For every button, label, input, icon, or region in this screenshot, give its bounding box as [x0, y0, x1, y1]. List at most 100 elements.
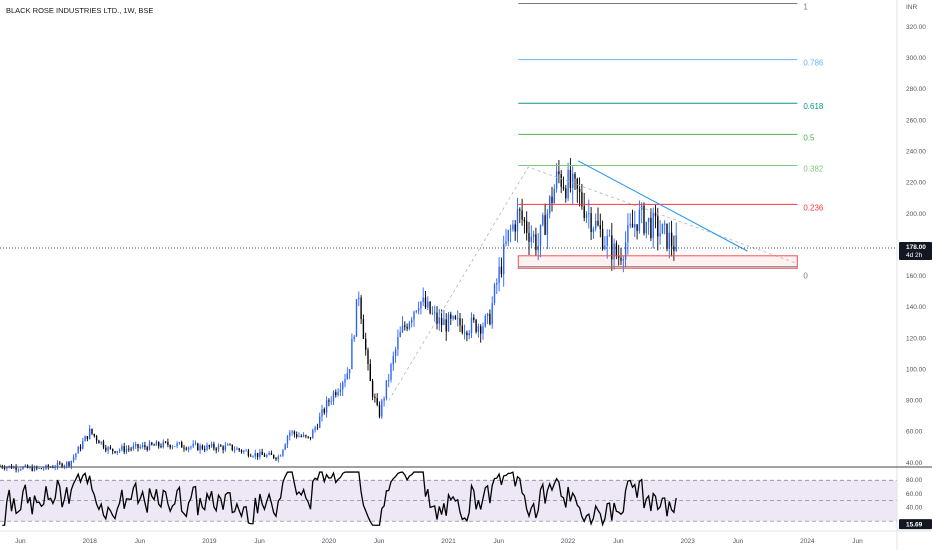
- candle[interactable]: [335, 389, 337, 398]
- candle[interactable]: [440, 309, 443, 333]
- candle[interactable]: [155, 440, 158, 446]
- candle[interactable]: [300, 434, 302, 438]
- candle[interactable]: [293, 430, 296, 438]
- candle[interactable]: [365, 332, 367, 356]
- candle[interactable]: [15, 464, 17, 473]
- candle[interactable]: [445, 313, 447, 341]
- candle[interactable]: [199, 443, 201, 454]
- candle[interactable]: [567, 162, 569, 202]
- candle[interactable]: [169, 444, 171, 450]
- candle[interactable]: [457, 310, 459, 327]
- candle[interactable]: [36, 465, 38, 471]
- candle[interactable]: [526, 211, 528, 241]
- candle[interactable]: [10, 463, 13, 469]
- candle[interactable]: [530, 225, 532, 248]
- candle[interactable]: [91, 428, 93, 436]
- candle[interactable]: [484, 313, 486, 328]
- candle[interactable]: [629, 213, 631, 229]
- candle[interactable]: [551, 186, 553, 212]
- candle[interactable]: [118, 448, 121, 454]
- candle[interactable]: [33, 465, 36, 472]
- support-box[interactable]: [517, 255, 798, 269]
- candle[interactable]: [608, 229, 611, 237]
- candle[interactable]: [562, 176, 565, 191]
- candle[interactable]: [606, 229, 608, 259]
- candle[interactable]: [638, 200, 641, 234]
- candle[interactable]: [413, 310, 415, 327]
- candle[interactable]: [652, 207, 654, 249]
- candle[interactable]: [153, 443, 155, 446]
- candle[interactable]: [114, 450, 116, 454]
- candle[interactable]: [190, 445, 192, 450]
- candle[interactable]: [549, 195, 551, 219]
- candle[interactable]: [670, 220, 673, 257]
- candle[interactable]: [489, 309, 491, 326]
- candle[interactable]: [307, 436, 309, 439]
- candle[interactable]: [397, 329, 399, 356]
- candle[interactable]: [583, 192, 585, 222]
- time-axis[interactable]: Jun 2018 Jun 2019 Jun 2020 Jun 2021 Jun 2022 Jun 20…: [15, 538, 863, 545]
- rsi-pane[interactable]: [0, 471, 897, 527]
- candle[interactable]: [105, 444, 107, 453]
- candle[interactable]: [151, 441, 153, 446]
- candle[interactable]: [466, 330, 468, 342]
- candle[interactable]: [422, 287, 424, 307]
- candle[interactable]: [89, 424, 91, 440]
- candle[interactable]: [406, 323, 408, 332]
- candle[interactable]: [429, 301, 431, 315]
- candle[interactable]: [634, 210, 636, 238]
- candle[interactable]: [420, 301, 422, 315]
- candle[interactable]: [240, 449, 243, 454]
- candle[interactable]: [162, 439, 164, 449]
- candle[interactable]: [17, 468, 20, 473]
- candle[interactable]: [376, 393, 378, 407]
- candle[interactable]: [544, 203, 546, 236]
- candle[interactable]: [266, 453, 268, 458]
- candle[interactable]: [622, 255, 624, 273]
- candle[interactable]: [514, 220, 516, 241]
- candle[interactable]: [516, 197, 519, 243]
- candle[interactable]: [470, 312, 473, 338]
- candle[interactable]: [388, 373, 390, 388]
- candle[interactable]: [245, 448, 247, 452]
- candle[interactable]: [505, 228, 507, 247]
- candle[interactable]: [328, 398, 330, 407]
- candle[interactable]: [477, 323, 480, 338]
- candle[interactable]: [215, 447, 217, 454]
- candle[interactable]: [595, 213, 597, 232]
- candle[interactable]: [312, 428, 314, 439]
- candle[interactable]: [404, 321, 406, 331]
- candle[interactable]: [31, 464, 33, 472]
- rsi-axis[interactable]: 40.00 60.00 80.00 15.69: [899, 477, 932, 530]
- candle[interactable]: [355, 299, 358, 337]
- candle[interactable]: [528, 221, 530, 255]
- candle[interactable]: [217, 443, 220, 453]
- candle[interactable]: [385, 380, 388, 401]
- candle[interactable]: [581, 183, 583, 210]
- candle[interactable]: [636, 224, 638, 240]
- candle[interactable]: [542, 212, 544, 227]
- candle[interactable]: [107, 446, 109, 454]
- candle[interactable]: [399, 326, 401, 338]
- candle[interactable]: [346, 367, 348, 380]
- candle[interactable]: [553, 184, 555, 204]
- candle[interactable]: [121, 444, 123, 452]
- candle[interactable]: [565, 184, 567, 203]
- candle[interactable]: [415, 310, 417, 314]
- candle[interactable]: [86, 436, 89, 442]
- candle[interactable]: [123, 442, 125, 455]
- candle[interactable]: [59, 460, 61, 466]
- candle[interactable]: [160, 443, 162, 449]
- candle[interactable]: [342, 380, 344, 397]
- candle[interactable]: [268, 450, 270, 456]
- candle[interactable]: [227, 442, 229, 446]
- candle[interactable]: [3, 465, 6, 471]
- candle[interactable]: [146, 445, 148, 452]
- candle[interactable]: [362, 314, 365, 339]
- candle[interactable]: [208, 444, 210, 450]
- descending-trendline[interactable]: [577, 160, 748, 252]
- candle[interactable]: [641, 202, 643, 224]
- candle[interactable]: [360, 295, 362, 325]
- candle[interactable]: [358, 291, 360, 307]
